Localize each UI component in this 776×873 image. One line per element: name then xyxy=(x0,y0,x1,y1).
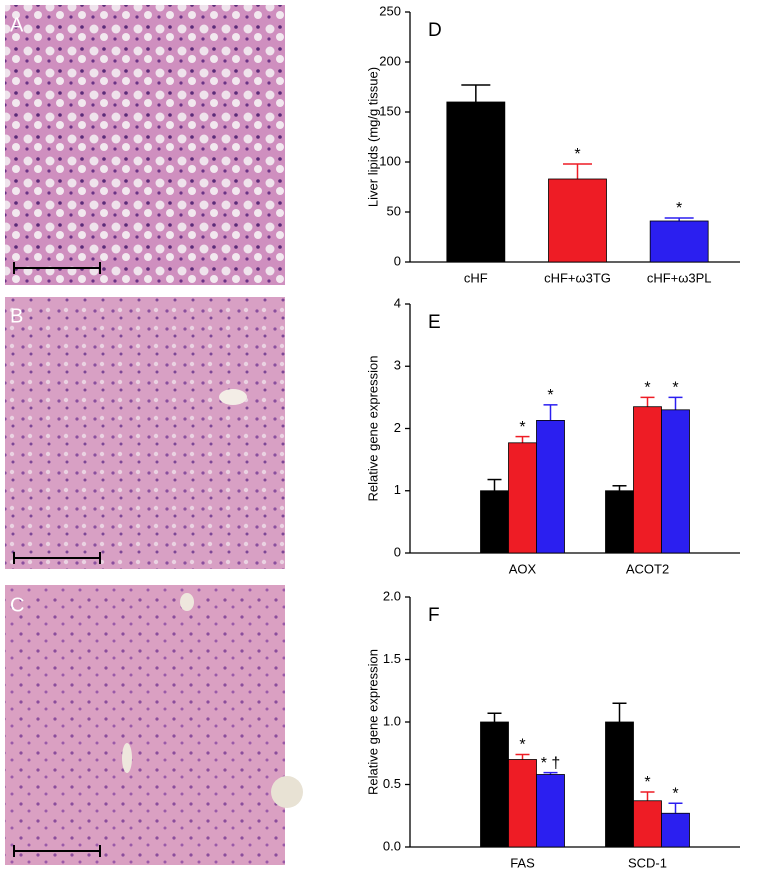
y-tick-label: 0.0 xyxy=(383,838,401,853)
bar xyxy=(548,178,607,263)
bar xyxy=(446,101,506,263)
vessel xyxy=(219,389,247,405)
bar xyxy=(508,442,537,554)
y-tick-label: 1.5 xyxy=(383,651,401,666)
y-tick-label: 250 xyxy=(379,3,401,18)
y-tick-label: 1 xyxy=(394,482,401,497)
panel-label: D xyxy=(428,20,442,41)
histology-image xyxy=(5,585,285,865)
histology-image xyxy=(5,297,285,569)
bar xyxy=(480,721,509,848)
bar xyxy=(661,812,690,848)
bar xyxy=(605,721,634,848)
scale-bars xyxy=(13,262,101,857)
significance-label: * xyxy=(574,146,580,163)
y-tick-label: 200 xyxy=(379,53,401,68)
y-tick-label: 0 xyxy=(394,544,401,559)
bar xyxy=(661,409,690,554)
y-tick-label: 150 xyxy=(379,103,401,118)
panel-label: F xyxy=(428,605,440,626)
significance-label: * xyxy=(519,419,525,436)
vessel xyxy=(180,593,194,611)
y-tick-label: 4 xyxy=(394,295,401,310)
y-tick-label: 0 xyxy=(394,253,401,268)
y-tick-label: 1.0 xyxy=(383,713,401,728)
bar xyxy=(605,490,634,554)
vessel xyxy=(122,743,132,773)
significance-label: * † xyxy=(541,755,561,772)
bar xyxy=(480,490,509,554)
x-tick-label: ACOT2 xyxy=(626,561,669,576)
x-tick-label: cHF+ω3PL xyxy=(647,270,712,285)
bar xyxy=(508,759,537,848)
x-tick-label: SCD-1 xyxy=(628,855,667,870)
significance-label: * xyxy=(519,737,525,754)
x-tick-label: cHF+ω3TG xyxy=(544,270,611,285)
panel-label: A xyxy=(10,14,24,36)
y-tick-label: 50 xyxy=(387,203,401,218)
panel-label: B xyxy=(10,305,23,327)
bar xyxy=(536,774,565,848)
y-axis-label: Liver lipids (mg/g tissue) xyxy=(365,67,380,207)
bar xyxy=(536,420,565,554)
y-axis-label: Relative gene expression xyxy=(365,649,380,795)
y-tick-label: 0.5 xyxy=(383,776,401,791)
significance-label: * xyxy=(644,774,650,791)
panel-label: C xyxy=(10,594,24,616)
significance-label: * xyxy=(676,200,682,217)
histology-image xyxy=(5,5,285,285)
vessel xyxy=(271,776,303,808)
significance-label: * xyxy=(672,785,678,802)
y-tick-label: 2.0 xyxy=(383,588,401,603)
bar xyxy=(649,220,709,263)
significance-label: * xyxy=(547,387,553,404)
bar xyxy=(633,406,662,554)
panel-label: E xyxy=(428,312,441,333)
significance-label: * xyxy=(672,380,678,397)
y-tick-label: 100 xyxy=(379,153,401,168)
y-axis-label: Relative gene expression xyxy=(365,356,380,502)
x-tick-label: FAS xyxy=(510,855,535,870)
y-tick-label: 2 xyxy=(394,420,401,435)
y-tick-label: 3 xyxy=(394,358,401,373)
bar xyxy=(633,800,662,848)
x-tick-label: cHF xyxy=(464,270,488,285)
x-tick-label: AOX xyxy=(509,561,537,576)
significance-label: * xyxy=(644,380,650,397)
